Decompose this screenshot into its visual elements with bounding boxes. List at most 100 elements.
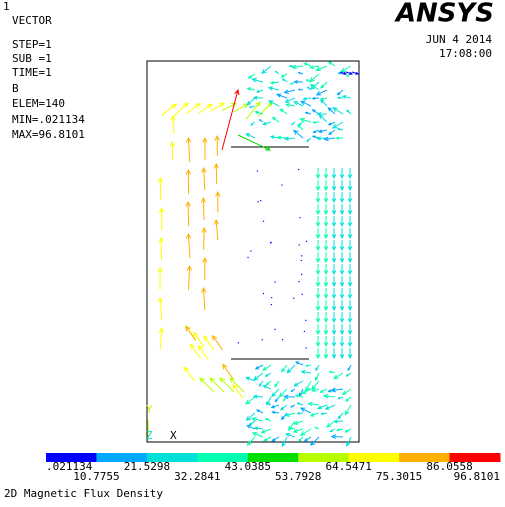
vector-arrow xyxy=(347,288,353,300)
vector-arrow xyxy=(271,116,280,123)
vector-arrow xyxy=(202,256,208,281)
vector-arrow xyxy=(323,252,329,264)
vector-arrow xyxy=(324,404,336,410)
vector-arrow xyxy=(294,361,304,366)
vector-arrow xyxy=(331,324,337,336)
vector-arrow xyxy=(331,204,337,216)
vector-arrow xyxy=(285,432,296,438)
vector-arrow xyxy=(292,428,304,433)
vector-arrow xyxy=(201,286,207,311)
vector-arrow xyxy=(311,380,320,391)
vector-arrow xyxy=(291,121,296,126)
vector-arrow xyxy=(301,388,312,394)
vector-dot xyxy=(305,319,307,321)
vector-dot xyxy=(298,280,300,283)
vector-arrow xyxy=(209,377,225,393)
vector-arrow xyxy=(347,312,353,324)
vector-arrow xyxy=(252,394,264,399)
vector-dot xyxy=(270,242,272,244)
vector-arrow xyxy=(253,426,264,431)
vector-arrow xyxy=(326,420,336,428)
vector-arrow xyxy=(304,111,312,115)
vector-arrow xyxy=(337,72,344,75)
vector-arrow xyxy=(197,344,209,360)
vector-arrow xyxy=(345,109,352,115)
vector-arrow xyxy=(339,71,348,75)
vector-arrow xyxy=(201,166,207,191)
vector-arrow xyxy=(299,117,312,123)
vector-arrow xyxy=(336,127,344,131)
vector-arrow xyxy=(339,252,345,264)
vector-arrow xyxy=(309,436,320,446)
vector-arrow xyxy=(271,388,280,398)
vector-arrow xyxy=(319,97,328,101)
vector-arrow xyxy=(345,396,352,402)
vector-arrow xyxy=(255,89,264,93)
vector-arrow xyxy=(347,192,353,204)
vector-arrow xyxy=(311,388,320,392)
legend-label: 21.5298 xyxy=(124,460,170,473)
vector-arrow xyxy=(274,70,280,75)
vector-arrow xyxy=(157,266,163,291)
vector-arrow xyxy=(347,324,353,336)
vector-arrow xyxy=(271,410,280,414)
vector-arrow xyxy=(286,364,296,374)
vector-arrow xyxy=(315,89,328,96)
vector-arrow xyxy=(315,192,321,204)
vector-arrow xyxy=(335,136,344,140)
vector-arrow xyxy=(315,300,321,312)
vector-arrow xyxy=(331,348,337,360)
vector-arrow xyxy=(268,100,280,107)
triad-x-label: X xyxy=(170,429,177,442)
vector-arrow xyxy=(246,87,256,91)
legend-label: 32.2841 xyxy=(174,470,220,483)
vector-arrow xyxy=(250,121,256,126)
vector-arrow xyxy=(304,364,312,367)
vector-arrow xyxy=(339,180,345,192)
vector-dot xyxy=(281,184,283,186)
vector-arrow xyxy=(303,436,312,442)
vector-arrow xyxy=(347,252,353,264)
vector-arrow xyxy=(314,426,320,430)
vector-arrow xyxy=(327,121,336,126)
vector-arrow xyxy=(221,88,240,151)
vector-arrow xyxy=(347,336,353,348)
vector-arrow xyxy=(274,380,280,388)
vector-arrow xyxy=(276,93,288,99)
vector-arrow xyxy=(309,412,320,417)
vector-arrow xyxy=(170,114,176,135)
vector-arrow xyxy=(262,364,272,371)
vector-arrow xyxy=(303,62,312,67)
vector-arrow xyxy=(281,78,288,83)
vector-arrow xyxy=(281,436,288,448)
vector-arrow xyxy=(315,364,320,372)
legend-swatch xyxy=(298,453,350,462)
vector-arrow xyxy=(317,129,328,134)
vector-arrow xyxy=(293,79,304,84)
vector-dot xyxy=(301,255,303,257)
vector-arrow xyxy=(327,61,336,67)
vector-arrow xyxy=(289,81,296,85)
vector-arrow xyxy=(263,436,272,442)
vector-arrow xyxy=(323,240,329,252)
vector-arrow xyxy=(157,176,164,201)
vector-dot xyxy=(260,200,262,202)
vector-arrow xyxy=(328,129,336,136)
info-line: B xyxy=(12,82,19,95)
vector-arrow xyxy=(245,412,256,421)
vector-arrow xyxy=(347,240,353,252)
vector-arrow xyxy=(284,97,296,103)
vector-arrow xyxy=(292,129,304,139)
vector-arrow xyxy=(319,388,328,393)
legend-swatch xyxy=(96,453,148,462)
vector-arrow xyxy=(330,434,344,440)
vector-dot xyxy=(271,297,273,299)
vector-dot xyxy=(305,240,308,242)
info-line: MAX=96.8101 xyxy=(12,128,85,141)
vector-arrow xyxy=(280,364,288,373)
vector-arrow xyxy=(296,124,304,131)
legend-label: 53.7928 xyxy=(275,470,321,483)
vector-arrow xyxy=(339,168,345,180)
vector-arrow xyxy=(347,204,353,216)
